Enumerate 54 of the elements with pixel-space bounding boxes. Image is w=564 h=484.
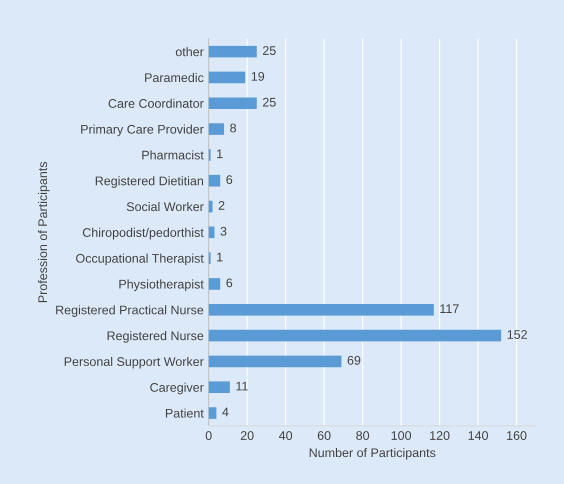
bar: [208, 200, 213, 212]
data-label: 152: [508, 330, 527, 339]
y-axis-title: Profession of Participants: [38, 162, 50, 302]
x-tick-label: 40: [278, 431, 292, 440]
data-label: 25: [262, 98, 276, 107]
y-tick-label: Chiropodist/pedorthist: [82, 228, 204, 240]
y-tick-label: Primary Care Provider: [81, 124, 204, 136]
x-axis-title: Number of Participants: [310, 448, 436, 460]
y-tick-label: Care Coordinator: [108, 98, 204, 108]
x-tick-label: 0: [206, 431, 212, 440]
y-tick-label: Registered Nurse: [108, 331, 204, 343]
y-tick-label: Personal Support Worker: [64, 356, 204, 369]
y-tick-label: Pharmacist: [142, 150, 204, 160]
y-tick-label: Patient: [166, 408, 204, 418]
y-tick-label: Social Worker: [126, 202, 204, 212]
bar: [208, 278, 220, 290]
bar: [208, 174, 220, 186]
bar: [208, 356, 342, 368]
data-label: 1: [217, 150, 222, 158]
bar: [208, 226, 214, 238]
data-label: 25: [262, 46, 276, 55]
data-label: 1: [217, 252, 222, 262]
bar: [208, 304, 434, 316]
x-tick-label: 60: [318, 431, 331, 440]
data-label: 4: [222, 408, 229, 416]
x-tick-label: 100: [392, 431, 412, 440]
y-tick-label: Physiotherapist: [119, 279, 204, 292]
data-label: 117: [440, 304, 459, 313]
x-tick-label: 160: [507, 431, 526, 440]
data-label: 2: [218, 201, 224, 210]
bar: [208, 123, 224, 135]
x-tick-label: 80: [356, 431, 370, 440]
y-tick-label: Registered Dietitian: [96, 176, 204, 188]
data-label: 6: [226, 278, 232, 288]
bar: [208, 46, 257, 58]
data-label: 69: [348, 356, 360, 365]
bar: [208, 97, 257, 110]
bar: [208, 407, 216, 419]
data-label: 8: [230, 124, 236, 132]
data-label: 19: [252, 72, 264, 81]
y-tick-label: Occupational Therapist: [76, 254, 204, 266]
data-label: 6: [226, 175, 232, 184]
data-label: 11: [236, 382, 248, 390]
y-tick-label: Registered Practical Nurse: [56, 305, 204, 317]
bar: [208, 72, 246, 84]
y-tick-label: other: [176, 47, 204, 56]
bar: [208, 330, 502, 342]
x-tick-label: 20: [240, 431, 254, 440]
y-tick-label: Paramedic: [145, 72, 204, 82]
x-tick-label: 120: [430, 431, 450, 440]
y-tick-label: Caregiver: [150, 382, 204, 394]
bar: [208, 381, 230, 394]
x-tick-label: 140: [468, 431, 488, 440]
data-label: 3: [220, 226, 226, 236]
